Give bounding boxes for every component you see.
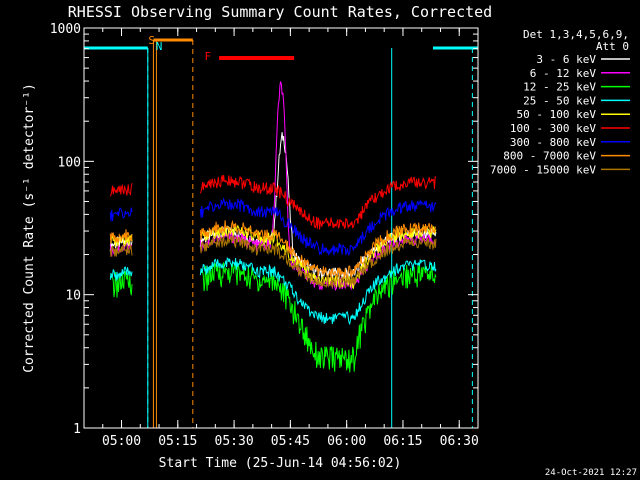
annotation-f: F xyxy=(205,50,212,63)
legend-label: 50 - 100 keV xyxy=(517,108,597,121)
x-tick-label: 05:15 xyxy=(158,434,197,449)
legend-label: 3 - 6 keV xyxy=(536,53,596,66)
chart-title: RHESSI Observing Summary Count Rates, Co… xyxy=(68,3,492,21)
legend-label: 6 - 12 keV xyxy=(530,67,597,80)
series-line-5-0 xyxy=(109,183,133,197)
legend-header: Att 0 xyxy=(596,40,629,53)
y-tick-label: 1 xyxy=(73,422,81,437)
plot-frame xyxy=(83,27,479,429)
series-line-6-0 xyxy=(109,207,133,222)
legend-label: 12 - 25 keV xyxy=(523,81,596,94)
series-line-5-1 xyxy=(199,175,437,230)
footer-date: 24-Oct-2021 12:27 xyxy=(545,468,637,478)
series-line-3-0 xyxy=(109,266,133,281)
series-line-6-1 xyxy=(199,197,437,257)
x-tick-label: 06:00 xyxy=(327,434,366,449)
observing-intervals: S N F xyxy=(84,34,478,428)
series-line-8-1 xyxy=(199,234,437,289)
series-line-7-1 xyxy=(199,219,437,280)
legend-label: 300 - 800 keV xyxy=(510,136,596,149)
axes: 05:00 05:15 05:30 05:45 06:00 06:15 06:30 1 10 10… xyxy=(50,22,479,449)
annotation-n: N xyxy=(156,40,163,53)
annotation-s: S xyxy=(148,34,155,47)
series-line-8-0 xyxy=(109,244,133,258)
series-line-2-1 xyxy=(200,262,437,373)
legend-label: 25 - 50 keV xyxy=(523,94,596,107)
y-tick-label: 1000 xyxy=(50,22,81,37)
x-tick-label: 05:45 xyxy=(271,434,310,449)
x-tick-label: 06:30 xyxy=(440,434,479,449)
x-tick-label: 05:30 xyxy=(215,434,254,449)
series-line-7-0 xyxy=(109,229,133,244)
data-curves xyxy=(109,81,437,373)
series-line-3-1 xyxy=(199,257,437,326)
x-axis-label: Start Time (25-Jun-14 04:56:02) xyxy=(159,456,402,471)
x-tick-label: 06:15 xyxy=(383,434,422,449)
x-tick-label: 05:00 xyxy=(102,434,141,449)
y-tick-label: 100 xyxy=(58,155,81,170)
legend-label: 100 - 300 keV xyxy=(510,122,596,135)
legend-label: 800 - 7000 keV xyxy=(503,150,596,163)
y-tick-label: 10 xyxy=(65,289,81,304)
legend-label: 7000 - 15000 keV xyxy=(490,163,596,176)
y-axis-label: Corrected Count Rate (s⁻¹ detector⁻¹) xyxy=(22,83,37,373)
legend-header: Det 1,3,4,5,6,9, xyxy=(523,28,629,41)
series-line-2-0 xyxy=(110,270,133,298)
